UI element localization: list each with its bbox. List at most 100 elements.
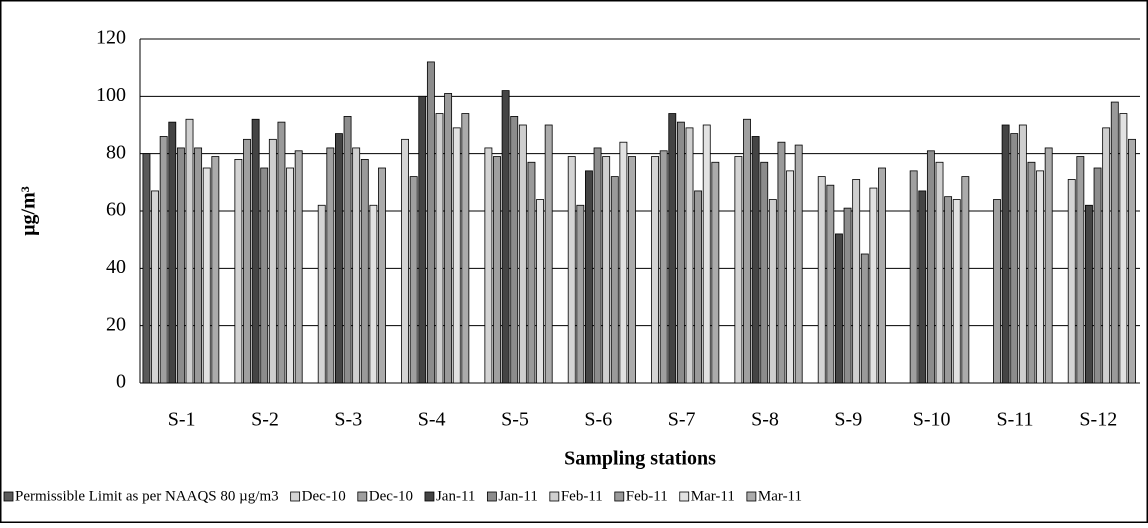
bar [1018,124,1027,384]
bar [277,121,286,384]
bar [461,113,470,384]
bar [593,147,602,384]
legend-swatch [614,491,625,502]
bar [268,138,277,384]
bar [418,95,427,384]
x-tick-label: S-12 [1079,409,1117,431]
x-tick-label: S-2 [251,409,279,431]
bar [151,190,159,384]
bar [401,138,409,384]
bar [1027,161,1036,384]
bar [251,118,260,384]
bar [1001,124,1010,384]
bar [1044,147,1053,384]
x-tick-label: S-9 [834,409,862,431]
legend-swatch [549,491,560,502]
bar [343,116,352,384]
legend-label: Feb-11 [561,488,603,504]
legend-swatch [424,491,435,502]
bar [352,147,361,384]
bar [452,127,461,384]
bar [619,141,628,384]
bar [234,158,243,384]
bar [544,124,553,384]
bar [760,161,769,384]
bar [335,133,343,384]
bar [202,167,211,384]
x-tick-label: S-3 [334,409,362,431]
bar [501,90,510,384]
bar [378,167,386,384]
y-tick-label: 80 [106,141,126,163]
bar [909,170,918,384]
bar [369,204,378,384]
bar [211,156,220,384]
legend-swatch [486,491,497,502]
bar [1076,156,1085,384]
bar [159,136,168,384]
x-tick-label: S-7 [668,409,696,431]
bar [952,199,961,384]
bar [843,207,852,384]
bar [185,118,194,384]
bar [1102,127,1111,384]
legend-swatch [290,491,301,502]
bar [168,121,177,384]
bar [1110,101,1119,384]
bar [326,147,335,384]
bar [860,253,869,384]
x-axis-label: Sampling stations [564,448,716,470]
bar [878,167,886,384]
x-tick-label: S-1 [168,409,196,431]
bar [194,147,203,384]
legend-label: Jan-11 [498,488,537,504]
y-tick-label: 0 [116,371,126,393]
bar [659,150,668,384]
bar [510,116,519,384]
bar [817,176,826,384]
bar [602,156,611,384]
bar [794,144,803,384]
y-tick-label: 120 [96,27,126,49]
bar [993,199,1001,384]
y-tick-label: 40 [106,256,126,278]
bar [610,176,619,384]
x-tick-label: S-6 [584,409,612,431]
legend-label: Mar-11 [691,488,735,504]
y-axis-label: μg/m³ [18,186,40,236]
bar [751,136,760,384]
bar [435,113,444,384]
legend-label: Dec-10 [302,488,346,504]
legend-label: Permissible Limit as per NAAQS 80 µg/m3 [15,488,279,504]
bar [668,113,677,384]
legend-label: Mar-11 [758,488,802,504]
bar [176,147,185,384]
y-tick-label: 100 [96,84,126,106]
bar [294,150,303,384]
bar [777,141,786,384]
bar [1036,170,1044,384]
bar [1093,167,1102,384]
x-tick-label: S-10 [913,409,951,431]
bar [518,124,527,384]
y-tick-label: 60 [106,199,126,221]
bar [409,176,418,384]
bar [142,153,151,384]
legend: Permissible Limit as per NAAQS 80 µg/m3 D… [3,488,802,504]
bar [286,167,294,384]
legend-label: Dec-10 [369,488,413,504]
legend-swatch [357,491,368,502]
bar [576,204,585,384]
bar [702,124,711,384]
bar [493,156,501,384]
bar [651,156,659,384]
x-tick-label: S-11 [996,409,1033,431]
legend-swatch [3,491,14,502]
x-tick-label: S-4 [418,409,446,431]
bar [685,127,694,384]
bar [835,233,843,384]
bar [585,170,593,384]
bar [444,93,453,384]
bar [711,161,720,384]
